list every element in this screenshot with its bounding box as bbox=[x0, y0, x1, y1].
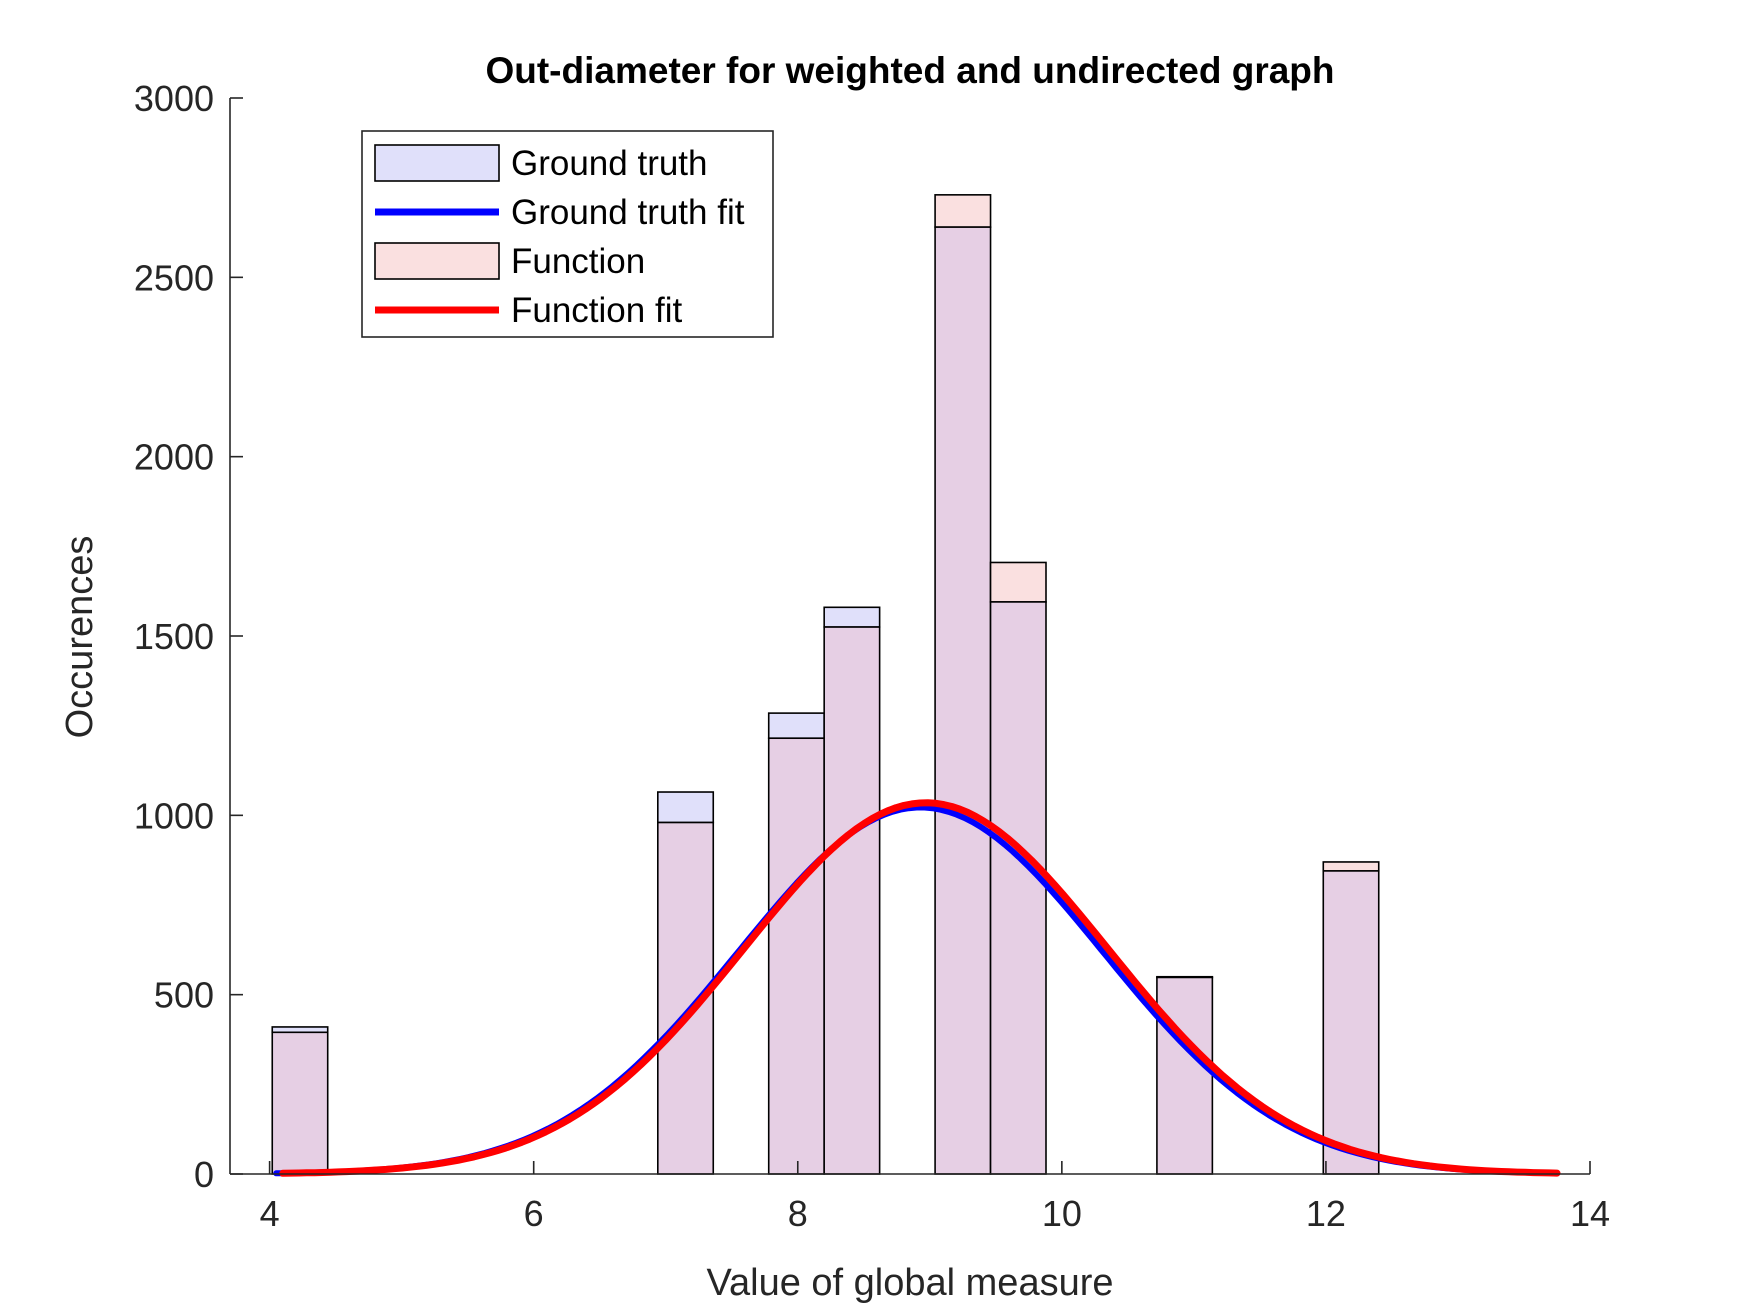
x-tick-label: 12 bbox=[1306, 1193, 1346, 1234]
y-tick-label: 1000 bbox=[134, 795, 214, 836]
y-tick-label: 500 bbox=[154, 975, 214, 1016]
legend-label: Function bbox=[511, 242, 645, 281]
legend-label: Ground truth fit bbox=[511, 193, 745, 232]
y-tick-label: 3000 bbox=[134, 78, 214, 119]
bar-overlap bbox=[271, 1031, 329, 1175]
bar-ground-truth bbox=[657, 791, 715, 824]
bar-ground-truth bbox=[271, 1026, 329, 1034]
x-tick-label: 6 bbox=[524, 1193, 544, 1234]
bars-layer bbox=[271, 194, 1380, 1175]
bar-overlap bbox=[1156, 976, 1214, 1175]
y-tick-label: 1500 bbox=[134, 616, 214, 657]
chart-title: Out-diameter for weighted and undirected… bbox=[485, 50, 1334, 91]
legend-label: Ground truth bbox=[511, 144, 708, 183]
x-tick-label: 4 bbox=[260, 1193, 280, 1234]
x-tick-label: 10 bbox=[1042, 1193, 1082, 1234]
x-tick-label: 8 bbox=[788, 1193, 808, 1234]
bar-function bbox=[989, 561, 1047, 603]
bar-function bbox=[934, 194, 992, 228]
bar-overlap bbox=[934, 226, 992, 1175]
y-axis-label: Occurences bbox=[59, 536, 101, 739]
legend: Ground truth Ground truth fit Function Func… bbox=[361, 130, 774, 338]
y-tick-label: 2000 bbox=[134, 437, 214, 478]
fit-lines-layer bbox=[273, 799, 1561, 1177]
bar-overlap bbox=[767, 737, 825, 1175]
legend-swatch-function bbox=[374, 242, 500, 280]
bar-overlap bbox=[1322, 870, 1380, 1175]
bar-overlap bbox=[989, 601, 1047, 1175]
x-tick-label: 14 bbox=[1570, 1193, 1610, 1234]
bar-function bbox=[1322, 861, 1380, 872]
axes: 0 500 1000 1500 2000 2500 3000 4 6 8 10 12 14 bbox=[134, 78, 1610, 1234]
legend-swatch-ground-truth bbox=[374, 144, 500, 182]
x-axis-label: Value of global measure bbox=[707, 1262, 1114, 1304]
legend-label: Function fit bbox=[511, 291, 682, 330]
y-tick-label: 0 bbox=[194, 1154, 214, 1195]
bar-overlap bbox=[823, 626, 881, 1175]
fit-line-function-fit bbox=[279, 799, 1561, 1177]
bar-ground-truth bbox=[767, 712, 825, 740]
y-tick-label: 2500 bbox=[134, 257, 214, 298]
bar-ground-truth bbox=[823, 606, 881, 628]
